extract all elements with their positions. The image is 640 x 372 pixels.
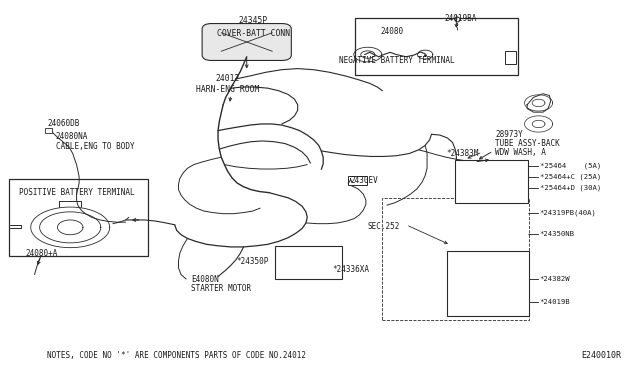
Text: *24319PB(40A): *24319PB(40A) <box>540 209 596 216</box>
Text: 28973Y: 28973Y <box>495 130 523 139</box>
Bar <box>275 246 342 279</box>
Bar <box>447 251 529 316</box>
Bar <box>455 160 529 203</box>
Text: *24383M: *24383M <box>446 149 479 158</box>
Bar <box>505 51 516 64</box>
Text: *24336XA: *24336XA <box>333 264 370 273</box>
Text: CABLE,ENG TO BODY: CABLE,ENG TO BODY <box>56 142 134 151</box>
Text: 24012: 24012 <box>216 74 240 83</box>
Text: SEC.252: SEC.252 <box>368 222 400 231</box>
Bar <box>348 176 367 185</box>
Text: TUBE ASSY-BACK: TUBE ASSY-BACK <box>495 139 560 148</box>
Text: *24382W: *24382W <box>540 276 570 282</box>
Text: NOTES, CODE NO '*' ARE COMPONENTS PARTS OF CODE NO.24012: NOTES, CODE NO '*' ARE COMPONENTS PARTS … <box>47 350 306 360</box>
Text: *24350NB: *24350NB <box>540 231 575 237</box>
Text: STARTER MOTOR: STARTER MOTOR <box>191 284 252 293</box>
Text: 2430EV: 2430EV <box>351 176 378 185</box>
Bar <box>45 128 52 133</box>
Text: 24019BA: 24019BA <box>444 13 477 22</box>
Bar <box>383 198 529 320</box>
Text: *25464    (5A): *25464 (5A) <box>540 163 601 169</box>
Text: 24345P: 24345P <box>239 16 268 25</box>
Text: 24080: 24080 <box>381 27 404 36</box>
Text: 24080NA: 24080NA <box>56 132 88 141</box>
Text: WDW WASH, A: WDW WASH, A <box>495 148 546 157</box>
Text: *25464+C (25A): *25464+C (25A) <box>540 173 601 180</box>
Text: *24350P: *24350P <box>236 257 268 266</box>
Text: 24060DB: 24060DB <box>47 119 79 128</box>
FancyBboxPatch shape <box>202 23 291 61</box>
Text: COVER-BATT CONN: COVER-BATT CONN <box>216 29 290 38</box>
Bar <box>355 18 518 75</box>
Text: *25464+D (30A): *25464+D (30A) <box>540 185 601 191</box>
Text: *24019B: *24019B <box>540 299 570 305</box>
Text: 24080+A: 24080+A <box>26 249 58 258</box>
Bar <box>9 179 148 256</box>
Text: NEGATIVE BATTERY TERMINAL: NEGATIVE BATTERY TERMINAL <box>339 56 454 65</box>
Text: POSITIVE BATTERY TERMINAL: POSITIVE BATTERY TERMINAL <box>19 188 134 197</box>
Text: E4080N: E4080N <box>191 275 219 283</box>
Text: HARN-ENG ROOM: HARN-ENG ROOM <box>196 85 259 94</box>
Text: E240010R: E240010R <box>580 350 621 360</box>
